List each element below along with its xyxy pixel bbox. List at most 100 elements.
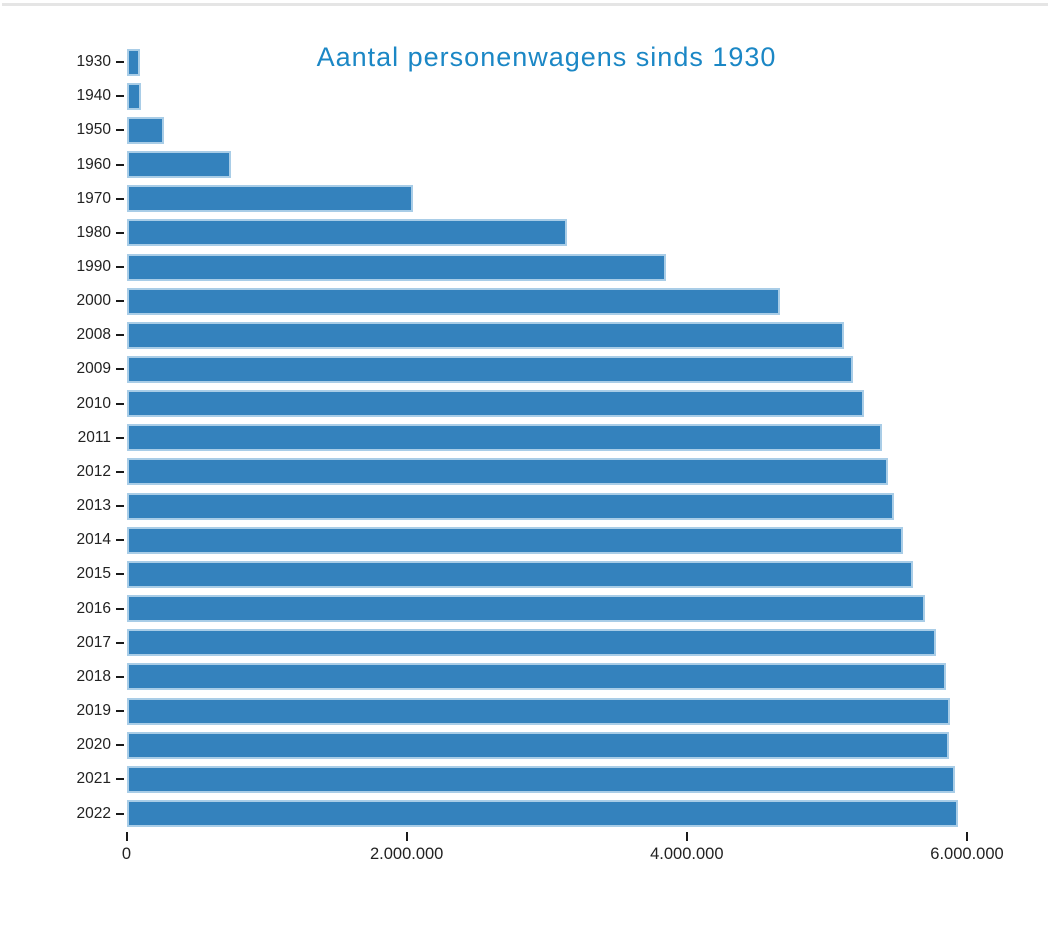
bar-row: 1970: [0, 182, 968, 216]
bar: [126, 731, 950, 759]
bar-area: [126, 116, 969, 144]
bar: [126, 629, 937, 657]
bar: [126, 253, 666, 281]
y-tick-mark: [115, 778, 124, 781]
top-divider: [2, 3, 1048, 6]
x-axis-label: 2.000.000: [369, 845, 444, 863]
bar-row: 1980: [0, 216, 968, 250]
bar: [126, 321, 844, 349]
bar-row: 2020: [0, 728, 968, 762]
y-tick-mark: [115, 710, 124, 713]
bar: [126, 219, 567, 247]
y-tick-mark: [115, 266, 124, 269]
x-tick-mark: [966, 832, 968, 841]
y-axis-label: 2015: [76, 565, 111, 583]
y-tick-mark: [115, 95, 124, 98]
y-axis-label: 2012: [76, 462, 111, 480]
bar-row: 2011: [0, 421, 968, 455]
y-axis-label: 1940: [76, 87, 111, 105]
bar-area: [126, 458, 969, 486]
bar-area: [126, 253, 969, 281]
y-tick-mark: [115, 368, 124, 371]
bar-rows: 1930 1940 1950 1960 1970 1980 1990 2000 2008 2009…: [0, 45, 968, 831]
bar-area: [126, 355, 969, 383]
y-axis-label: 2019: [76, 702, 111, 720]
bar: [126, 800, 959, 828]
bar-area: [126, 48, 969, 76]
bar-area: [126, 526, 969, 554]
x-axis-label: 0: [121, 845, 132, 863]
bar: [126, 287, 781, 315]
y-axis-label: 1930: [76, 53, 111, 71]
bar-area: [126, 287, 969, 315]
x-axis-label: 4.000.000: [650, 845, 724, 863]
y-tick-mark: [115, 436, 124, 439]
y-axis-label: 1950: [76, 121, 111, 139]
bar-row: 1990: [0, 250, 968, 284]
y-axis-label: 1960: [76, 155, 111, 173]
y-axis-label: 2011: [77, 428, 111, 446]
y-tick-mark: [115, 300, 124, 303]
bar-area: [126, 765, 969, 793]
bar-row: 2000: [0, 284, 968, 318]
bar-area: [126, 424, 969, 452]
y-tick-mark: [115, 334, 124, 337]
x-axis: 0 2.000.000 4.000.000 6.000.000: [122, 830, 1004, 870]
bar: [126, 185, 413, 213]
chart-title: Aantal personenwagens sinds 1930: [316, 42, 777, 72]
bar: [126, 560, 914, 588]
bar-row: 2017: [0, 626, 968, 660]
bar: [126, 82, 142, 110]
bar-area: [126, 800, 969, 828]
y-tick-mark: [115, 607, 124, 610]
y-tick-mark: [115, 505, 124, 508]
y-tick-mark: [115, 812, 124, 815]
bar: [126, 526, 904, 554]
bar-area: [126, 219, 969, 247]
y-axis-label: 2008: [76, 326, 111, 344]
y-axis-label: 2013: [76, 497, 111, 515]
x-tick-mark: [405, 832, 408, 841]
y-tick-mark: [115, 470, 124, 473]
bar: [126, 48, 140, 76]
bar-row: 2012: [0, 455, 968, 489]
bar-row: 2014: [0, 523, 968, 557]
y-tick-mark: [115, 573, 124, 576]
bar: [126, 765, 956, 793]
bar-area: [126, 321, 969, 349]
bar-area: [126, 151, 969, 179]
bar: [126, 492, 895, 520]
bar: [126, 697, 950, 725]
bar: [126, 151, 231, 179]
bar-area: [126, 390, 969, 418]
bar-row: 2022: [0, 796, 968, 830]
bar-area: [126, 595, 969, 623]
bar: [126, 595, 926, 623]
bar: [126, 116, 164, 144]
bar: [126, 458, 889, 486]
bar-row: 1930: [0, 45, 968, 79]
bar-area: [126, 82, 969, 110]
bar-area: [126, 731, 969, 759]
bar-row: 1960: [0, 147, 968, 181]
y-tick-mark: [115, 675, 124, 678]
bar-row: 2010: [0, 387, 968, 421]
bar-area: [126, 663, 969, 691]
bar-row: 2015: [0, 557, 968, 591]
y-tick-mark: [115, 61, 124, 64]
bar-row: 2009: [0, 352, 968, 386]
bar-area: [126, 697, 969, 725]
bar-area: [126, 185, 969, 213]
y-axis-label: 1990: [76, 258, 111, 276]
y-tick-mark: [115, 744, 124, 747]
bar-area: [126, 492, 969, 520]
bar-row: 2016: [0, 592, 968, 626]
bar: [126, 424, 883, 452]
bar: [126, 663, 946, 691]
y-tick-mark: [115, 539, 124, 542]
y-tick-mark: [115, 231, 124, 234]
y-tick-mark: [115, 197, 124, 200]
bar-row: 1940: [0, 79, 968, 113]
x-tick-mark: [685, 832, 688, 841]
